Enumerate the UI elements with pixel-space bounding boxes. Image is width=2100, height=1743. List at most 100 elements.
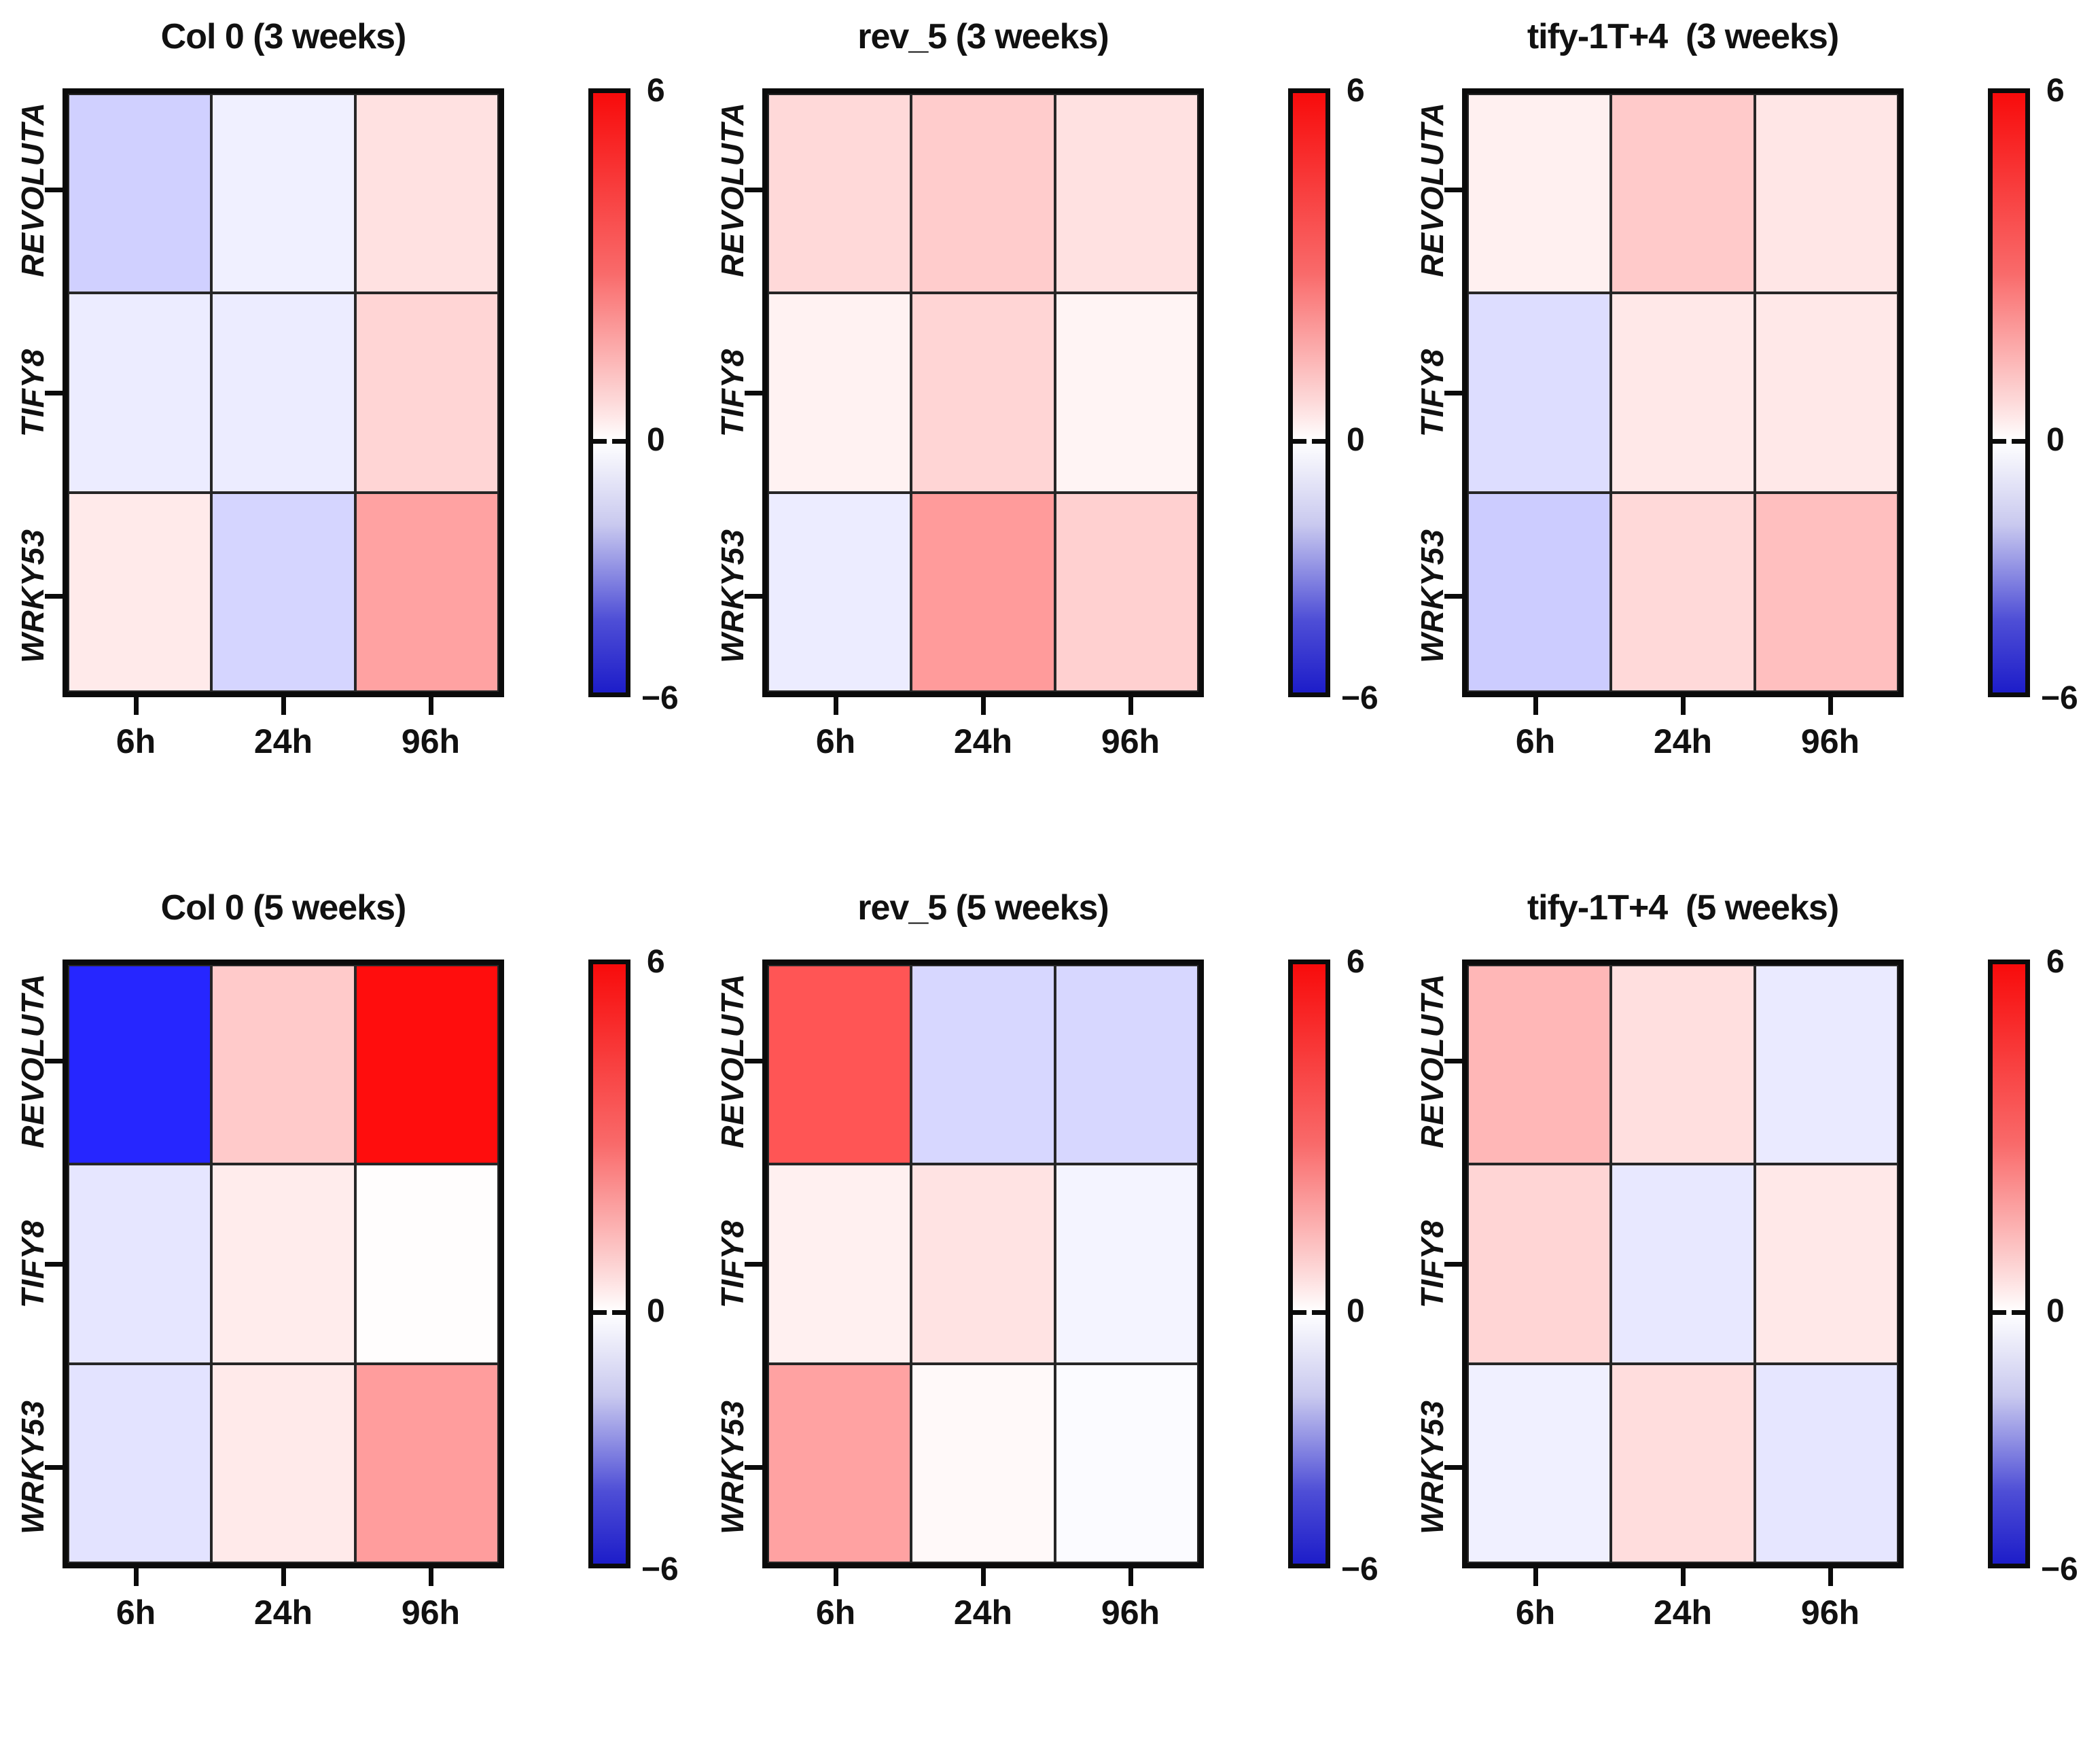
- x-axis-label-24h: 24h: [953, 722, 1013, 760]
- colorbar: [588, 959, 630, 1568]
- colorbar-max-label: 6: [1347, 73, 1365, 109]
- cell-TIFY8-6h: [1467, 293, 1612, 493]
- x-axis-tick: [1681, 697, 1686, 715]
- y-axis-tick: [1444, 594, 1462, 599]
- colorbar-zero-label: 0: [1347, 1293, 1365, 1329]
- x-axis-label-24h: 24h: [1653, 1594, 1713, 1632]
- cell-TIFY8-24h: [211, 293, 355, 493]
- colorbar-zero-tick: [1312, 1309, 1327, 1315]
- cell-WRKY53-96h: [1754, 1363, 1898, 1563]
- cell-TIFY8-24h: [1611, 1164, 1755, 1364]
- x-axis-label-6h: 6h: [815, 722, 856, 760]
- y-axis-tick: [745, 188, 762, 192]
- x-axis-label-6h: 6h: [1515, 722, 1556, 760]
- cell-WRKY53-24h: [911, 1363, 1055, 1563]
- x-axis-label-24h: 24h: [1653, 722, 1713, 760]
- heatmap-panel: tify-1T+4 (3 weeks) REVOLUTA TIFY8 WRKY5…: [1400, 0, 2099, 871]
- y-axis-tick: [45, 391, 63, 395]
- cell-WRKY53-96h: [1754, 492, 1898, 692]
- x-axis-tick: [281, 697, 286, 715]
- cell-REVOLUTA-24h: [911, 94, 1055, 294]
- x-axis-tick: [134, 1568, 139, 1586]
- cell-WRKY53-6h: [768, 492, 912, 692]
- cell-REVOLUTA-96h: [1754, 94, 1898, 294]
- colorbar-zero-tick: [1292, 438, 1306, 444]
- y-axis-tick: [45, 1262, 63, 1267]
- cell-TIFY8-6h: [68, 293, 212, 493]
- colorbar: [1988, 88, 2030, 697]
- cell-REVOLUTA-6h: [768, 94, 912, 294]
- colorbar-max-label: 6: [647, 944, 665, 980]
- y-axis-tick: [1444, 188, 1462, 192]
- cell-REVOLUTA-24h: [211, 965, 355, 1165]
- heatmap-panel: tify-1T+4 (5 weeks) REVOLUTA TIFY8 WRKY5…: [1400, 871, 2099, 1742]
- cell-WRKY53-6h: [768, 1363, 912, 1563]
- y-axis-tick: [1444, 1262, 1462, 1267]
- cell-WRKY53-24h: [211, 1363, 355, 1563]
- colorbar-zero-tick: [612, 438, 627, 444]
- cell-REVOLUTA-6h: [68, 94, 212, 294]
- cell-WRKY53-24h: [1611, 1363, 1755, 1563]
- colorbar-zero-label: 0: [1347, 422, 1365, 458]
- cell-REVOLUTA-6h: [1467, 94, 1612, 294]
- colorbar-zero-tick: [2012, 1309, 2027, 1315]
- x-axis-label-6h: 6h: [815, 1594, 856, 1632]
- cell-WRKY53-6h: [68, 1363, 212, 1563]
- x-axis-tick: [834, 1568, 838, 1586]
- colorbar: [1288, 88, 1330, 697]
- colorbar-min-label: −6: [2041, 1551, 2078, 1587]
- cell-WRKY53-24h: [211, 492, 355, 692]
- y-axis-tick: [745, 1262, 762, 1267]
- cell-REVOLUTA-6h: [68, 965, 212, 1165]
- cell-REVOLUTA-96h: [355, 94, 499, 294]
- x-axis-label-96h: 96h: [401, 1594, 461, 1632]
- y-axis-tick: [1444, 391, 1462, 395]
- cell-TIFY8-6h: [768, 293, 912, 493]
- cell-REVOLUTA-6h: [1467, 965, 1612, 1165]
- cell-WRKY53-96h: [1054, 492, 1198, 692]
- cell-WRKY53-96h: [355, 1363, 499, 1563]
- colorbar-max-label: 6: [1347, 944, 1365, 980]
- y-axis-tick: [745, 391, 762, 395]
- heatmap-grid: [63, 88, 504, 697]
- heatmap-grid: [1462, 88, 1904, 697]
- cell-TIFY8-24h: [1611, 293, 1755, 493]
- y-axis-tick: [1444, 1465, 1462, 1470]
- colorbar-zero-tick: [1991, 438, 2006, 444]
- x-axis-tick: [1128, 1568, 1133, 1586]
- x-axis-label-96h: 96h: [401, 722, 461, 760]
- x-axis-tick: [1128, 697, 1133, 715]
- cell-REVOLUTA-96h: [1054, 94, 1198, 294]
- colorbar-max-label: 6: [2046, 944, 2065, 980]
- x-axis-label-96h: 96h: [1800, 1594, 1860, 1632]
- panel-title: rev_5 (3 weeks): [857, 17, 1109, 56]
- panel-title: Col 0 (5 weeks): [160, 888, 407, 928]
- heatmap-panel: Col 0 (3 weeks) REVOLUTA TIFY8 WRKY53 6h…: [0, 0, 700, 871]
- x-axis-label-24h: 24h: [953, 1594, 1013, 1632]
- cell-TIFY8-6h: [768, 1164, 912, 1364]
- y-axis-tick: [45, 1465, 63, 1470]
- heatmap-grid: [762, 88, 1204, 697]
- colorbar-max-label: 6: [647, 73, 665, 109]
- y-axis-tick: [745, 1059, 762, 1063]
- colorbar: [1988, 959, 2030, 1568]
- cell-TIFY8-96h: [355, 293, 499, 493]
- cell-TIFY8-24h: [911, 1164, 1055, 1364]
- colorbar: [1288, 959, 1330, 1568]
- x-axis-tick: [1828, 1568, 1833, 1586]
- y-axis-tick: [745, 1465, 762, 1470]
- heatmap-panel: Col 0 (5 weeks) REVOLUTA TIFY8 WRKY53 6h…: [0, 871, 700, 1742]
- x-axis-tick: [1533, 1568, 1538, 1586]
- colorbar-min-label: −6: [1341, 680, 1378, 716]
- x-axis-label-24h: 24h: [253, 722, 313, 760]
- colorbar-zero-tick: [592, 438, 607, 444]
- cell-TIFY8-96h: [1754, 1164, 1898, 1364]
- colorbar-zero-label: 0: [647, 1293, 665, 1329]
- y-axis-tick: [1444, 1059, 1462, 1063]
- cell-WRKY53-6h: [1467, 1363, 1612, 1563]
- panel-title: rev_5 (5 weeks): [857, 888, 1109, 928]
- cell-REVOLUTA-96h: [1054, 965, 1198, 1165]
- heatmap-grid: [762, 959, 1204, 1568]
- colorbar-min-label: −6: [641, 1551, 679, 1587]
- colorbar-zero-label: 0: [647, 422, 665, 458]
